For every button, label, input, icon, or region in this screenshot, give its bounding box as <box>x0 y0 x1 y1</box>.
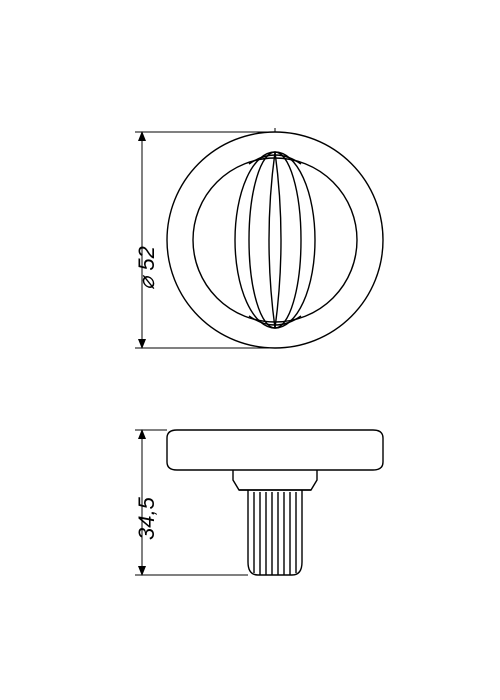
shaft-outline <box>248 490 302 575</box>
knob-ellipse-outer <box>235 152 315 328</box>
side-view <box>167 430 383 575</box>
technical-drawing-container: ⌀ 52 34,5 <box>0 0 500 700</box>
knob-ellipse-mid <box>249 152 301 328</box>
knob-curve-left <box>269 152 275 328</box>
drawing-svg <box>0 0 500 700</box>
knob-curve-right <box>275 152 281 328</box>
outer-circle <box>167 132 383 348</box>
rose-plate-profile <box>167 430 383 470</box>
diameter-label: ⌀ 52 <box>134 246 160 290</box>
height-label: 34,5 <box>134 497 160 540</box>
collar <box>233 470 317 490</box>
inner-circle <box>193 158 357 322</box>
top-view <box>167 132 383 348</box>
